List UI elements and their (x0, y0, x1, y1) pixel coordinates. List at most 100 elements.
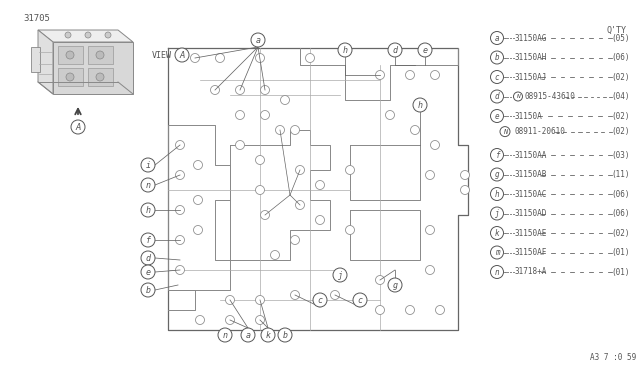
Text: i: i (145, 161, 150, 170)
Circle shape (490, 32, 504, 45)
Text: A3 7 :0 59: A3 7 :0 59 (589, 353, 636, 362)
Text: b: b (282, 331, 287, 340)
Circle shape (490, 168, 504, 181)
Polygon shape (38, 30, 133, 42)
Circle shape (195, 315, 205, 324)
Circle shape (141, 251, 155, 265)
Text: Q'TY: Q'TY (607, 26, 627, 35)
Circle shape (66, 51, 74, 59)
Text: c: c (358, 296, 362, 305)
Text: (05): (05) (611, 33, 630, 42)
Text: 31705: 31705 (23, 14, 50, 23)
Text: h: h (145, 206, 150, 215)
Circle shape (105, 32, 111, 38)
Circle shape (346, 166, 355, 174)
Circle shape (175, 266, 184, 275)
Circle shape (66, 73, 74, 81)
Text: a: a (246, 331, 250, 340)
Circle shape (385, 110, 394, 119)
Circle shape (410, 125, 419, 135)
Circle shape (71, 120, 85, 134)
Circle shape (261, 328, 275, 342)
Circle shape (278, 328, 292, 342)
Circle shape (291, 125, 300, 135)
Circle shape (260, 86, 269, 94)
Text: e: e (422, 46, 428, 55)
Circle shape (461, 186, 470, 195)
Circle shape (96, 51, 104, 59)
Text: d: d (495, 92, 499, 101)
Text: j: j (337, 271, 342, 280)
FancyBboxPatch shape (58, 68, 83, 86)
Text: k: k (495, 229, 499, 238)
Circle shape (225, 315, 234, 324)
Circle shape (255, 186, 264, 195)
Circle shape (490, 207, 504, 220)
Text: 31150AE: 31150AE (515, 228, 547, 237)
Circle shape (255, 315, 264, 324)
Text: (02): (02) (611, 228, 630, 237)
Text: 08911-20610: 08911-20610 (515, 127, 566, 136)
Circle shape (216, 54, 225, 62)
Text: A: A (179, 51, 185, 60)
Circle shape (333, 268, 347, 282)
Text: N: N (516, 94, 520, 99)
Text: e: e (145, 268, 150, 277)
Text: f: f (145, 236, 150, 245)
Text: b: b (495, 53, 499, 62)
Circle shape (490, 109, 504, 122)
Circle shape (236, 110, 244, 119)
Text: b: b (145, 286, 150, 295)
Text: (02): (02) (611, 73, 630, 81)
Text: (01): (01) (611, 267, 630, 276)
Circle shape (461, 170, 470, 180)
Circle shape (193, 196, 202, 205)
FancyBboxPatch shape (88, 68, 113, 86)
Text: 31150AC: 31150AC (515, 189, 547, 199)
Circle shape (251, 33, 265, 47)
Circle shape (490, 246, 504, 259)
Circle shape (490, 187, 504, 201)
Polygon shape (31, 47, 40, 72)
Text: a: a (495, 34, 499, 43)
Text: n: n (223, 331, 227, 340)
Circle shape (260, 110, 269, 119)
Circle shape (490, 90, 504, 103)
Circle shape (426, 266, 435, 275)
Circle shape (406, 71, 415, 80)
Circle shape (353, 293, 367, 307)
Text: n: n (145, 181, 150, 190)
Circle shape (141, 203, 155, 217)
Text: (06): (06) (611, 53, 630, 62)
Text: 31150AJ: 31150AJ (515, 73, 547, 81)
Circle shape (376, 71, 385, 80)
Text: 31150AD: 31150AD (515, 209, 547, 218)
Circle shape (141, 178, 155, 192)
FancyBboxPatch shape (58, 46, 83, 64)
Circle shape (141, 158, 155, 172)
Text: h: h (342, 46, 348, 55)
Text: 31150AG: 31150AG (515, 33, 547, 42)
Circle shape (141, 283, 155, 297)
Text: 31150AF: 31150AF (515, 248, 547, 257)
Circle shape (316, 215, 324, 224)
Text: c: c (495, 73, 499, 82)
Circle shape (65, 32, 71, 38)
Circle shape (431, 141, 440, 150)
Text: 31150AB: 31150AB (515, 170, 547, 179)
Circle shape (175, 205, 184, 215)
Circle shape (193, 225, 202, 234)
Circle shape (500, 126, 510, 137)
Circle shape (435, 305, 445, 314)
Text: (06): (06) (611, 189, 630, 199)
Text: j: j (495, 209, 499, 218)
Circle shape (296, 201, 305, 209)
Circle shape (236, 141, 244, 150)
Circle shape (388, 43, 402, 57)
Circle shape (175, 235, 184, 244)
Text: f: f (495, 151, 499, 160)
Text: (04): (04) (611, 92, 630, 101)
Text: g: g (495, 170, 499, 179)
Text: k: k (266, 331, 271, 340)
Circle shape (490, 148, 504, 161)
